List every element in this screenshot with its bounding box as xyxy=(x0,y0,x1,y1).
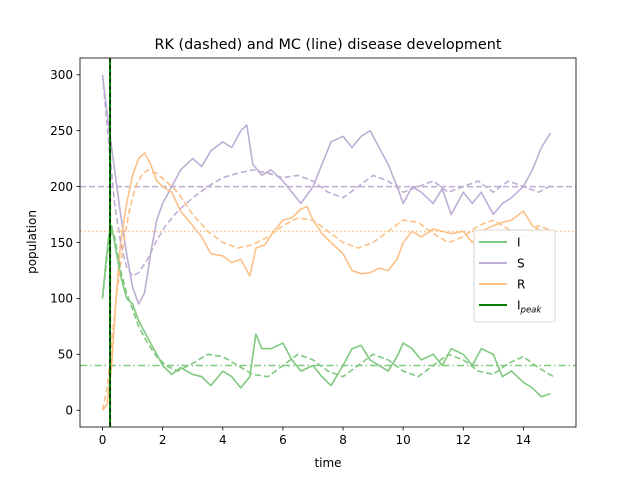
x-tick-label: 0 xyxy=(99,433,107,447)
x-tick-label: 12 xyxy=(456,433,471,447)
y-tick-label: 200 xyxy=(50,180,73,194)
x-tick-label: 4 xyxy=(219,433,227,447)
legend-frame xyxy=(473,229,556,323)
series-rk-r xyxy=(101,169,554,411)
y-tick-label: 50 xyxy=(58,348,73,362)
x-tick-label: 10 xyxy=(396,433,411,447)
y-axis: 0 50 100 150 200 250 300 xyxy=(50,68,80,418)
series-rk-s xyxy=(101,74,554,277)
y-tick-label: 250 xyxy=(50,124,73,138)
x-tick-label: 2 xyxy=(159,433,167,447)
x-axis-label: time xyxy=(314,456,341,470)
x-tick-label: 6 xyxy=(279,433,287,447)
y-tick-label: 0 xyxy=(65,404,73,418)
y-tick-label: 300 xyxy=(50,68,73,82)
series-mc-s xyxy=(101,74,552,305)
series-rk-i xyxy=(101,230,554,378)
series-mc-r xyxy=(101,152,551,411)
legend-label-r: R xyxy=(517,277,525,291)
series-mc-i xyxy=(101,224,551,398)
x-tick-label: 8 xyxy=(339,433,347,447)
y-axis-label: population xyxy=(25,210,39,274)
legend-label-i: I xyxy=(517,235,521,249)
x-axis: 0 2 4 6 8 10 12 14 xyxy=(99,427,531,447)
legend-label-s: S xyxy=(517,256,525,270)
y-tick-label: 150 xyxy=(50,236,73,250)
chart-title: RK (dashed) and MC (line) disease develo… xyxy=(155,37,502,53)
y-tick-label: 100 xyxy=(50,292,73,306)
x-tick-label: 14 xyxy=(516,433,531,447)
series-layer xyxy=(101,74,554,411)
